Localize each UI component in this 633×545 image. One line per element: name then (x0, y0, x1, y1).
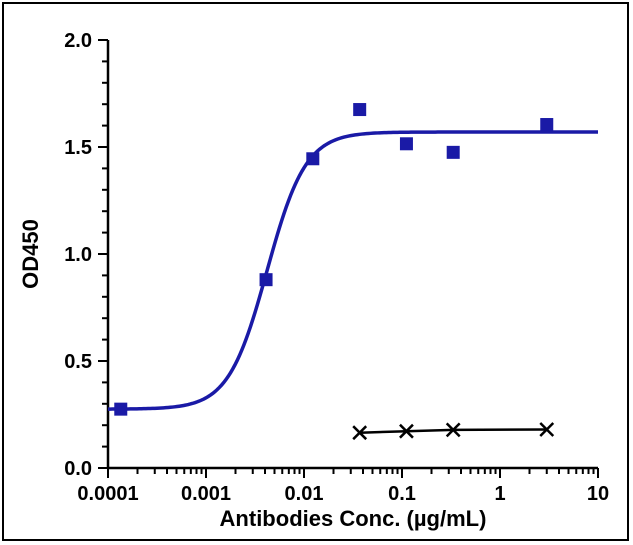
chart-container: 0.00.51.01.52.00.00010.0010.010.1110 Ant… (0, 0, 633, 545)
chart-border (2, 2, 629, 541)
